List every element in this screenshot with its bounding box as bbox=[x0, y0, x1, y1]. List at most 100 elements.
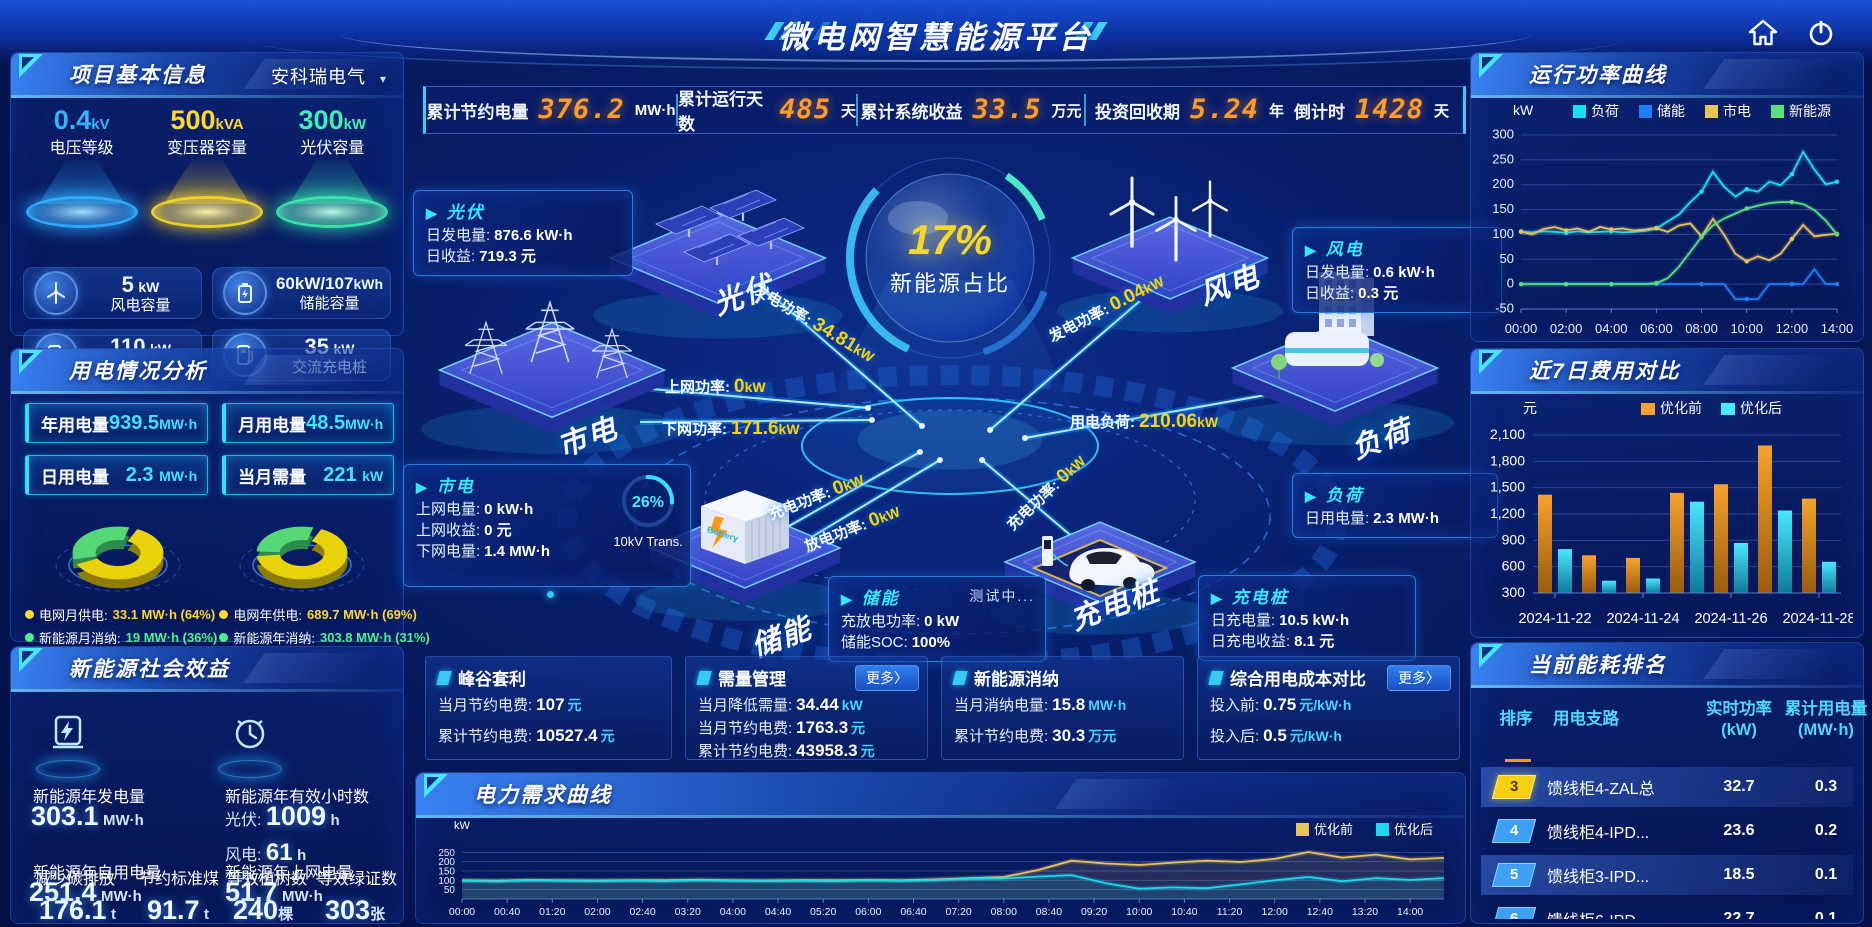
svg-text:2024-11-22: 2024-11-22 bbox=[1518, 611, 1591, 627]
svg-text:900: 900 bbox=[1502, 531, 1526, 547]
panel-power-analysis: 用电情况分析 年用电量 939.5MW·h 月用电量 48.5MW·h 日用电量 2.… bbox=[10, 348, 430, 646]
svg-text:2024-11-24: 2024-11-24 bbox=[1606, 611, 1679, 627]
panel-corner-icon bbox=[1479, 350, 1503, 374]
selfuse-label: 新能源年自用电量 bbox=[33, 865, 162, 882]
kpi-run-days: 累计运行天数 485 天 bbox=[678, 90, 858, 134]
more-button[interactable]: 更多〉 bbox=[1387, 665, 1451, 691]
svg-text:100: 100 bbox=[1492, 226, 1514, 241]
panel-demand-curve: 电力需求曲线 50 100 150 200 250 kW 00:00 00:40 01:20 02… bbox=[415, 772, 1466, 924]
legend-item: 新能源年消纳: 303.8 MW·h (31%) bbox=[219, 628, 430, 647]
svg-text:负荷: 负荷 bbox=[1591, 103, 1619, 119]
ranking-rows: 3 馈线柜4-ZAL总 32.7 0.3 4 馈线柜4-IPD... 23.6 … bbox=[1481, 767, 1853, 919]
svg-text:02:40: 02:40 bbox=[629, 906, 655, 918]
kpi-payback: 投资回收期 5.24 年 倒计时 1428 天 bbox=[1094, 94, 1450, 125]
svg-text:优化前: 优化前 bbox=[1660, 400, 1702, 416]
svg-text:05:20: 05:20 bbox=[810, 906, 836, 918]
svg-text:250: 250 bbox=[1492, 151, 1514, 166]
panel-header-project-info: 项目基本信息 安科瑞电气 ▾ bbox=[11, 53, 403, 98]
power-icon[interactable] bbox=[1804, 16, 1838, 50]
svg-text:2024-11-26: 2024-11-26 bbox=[1694, 611, 1767, 627]
svg-text:50: 50 bbox=[1500, 251, 1514, 266]
card-renewable-consumption: 新能源消纳 当月消纳电量: 15.8 MW·h 累计节约电费: 30.3 万元 bbox=[941, 656, 1184, 760]
company-selector[interactable]: 安科瑞电气 ▾ bbox=[271, 63, 387, 89]
legend-item: 电网月供电: 33.1 MW·h (64%) bbox=[25, 605, 217, 624]
benefit-cards: 峰谷套利 当月节约电费: 107 元 累计节约电费: 10527.4 元 需量管理 更多… bbox=[425, 656, 1460, 760]
card-demand-management: 需量管理 更多〉 当月降低需量: 34.44 kW 当月节约电费: 1763.3 元 累… bbox=[685, 656, 928, 760]
svg-text:11:20: 11:20 bbox=[1217, 906, 1243, 918]
info-panel-grid: ▶ 市电 上网电量: 0 kW·h 上网收益: 0 元 下网电量: 1.4 MW·h 2… bbox=[403, 464, 691, 598]
more-button[interactable]: 更多〉 bbox=[855, 665, 919, 691]
svg-text:2024-11-28: 2024-11-28 bbox=[1782, 611, 1853, 627]
panel-title: 当前能耗排名 bbox=[1529, 654, 1667, 677]
donut-legend: 电网月供电: 33.1 MW·h (64%) 电网年供电: 689.7 MW·h (… bbox=[25, 605, 430, 647]
arrow-icon: ▶ bbox=[426, 205, 439, 221]
coal-value: 91.7 t bbox=[147, 895, 210, 923]
svg-text:07:20: 07:20 bbox=[946, 906, 972, 918]
panel-header-demand-curve: 电力需求曲线 bbox=[416, 773, 1465, 818]
page-title: 微电网智慧能源平台 bbox=[778, 20, 1094, 55]
panel-header-power-analysis: 用电情况分析 bbox=[11, 349, 403, 394]
svg-text:250: 250 bbox=[438, 848, 455, 859]
arrow-icon: ▶ bbox=[416, 479, 429, 495]
scroll-indicator bbox=[1505, 759, 1531, 762]
panel-title: 用电情况分析 bbox=[69, 360, 207, 383]
svg-text:03:20: 03:20 bbox=[675, 906, 701, 918]
svg-text:01:20: 01:20 bbox=[539, 906, 565, 918]
legend-dot bbox=[25, 610, 34, 619]
panel-cost-compare: 近7日费用对比 300 600 900 1,200 1,500 1,800 2,100 元 20… bbox=[1470, 348, 1864, 638]
svg-text:1,500: 1,500 bbox=[1490, 479, 1525, 495]
svg-text:100: 100 bbox=[438, 876, 455, 887]
demand-curve-chart: 50 100 150 200 250 kW 00:00 00:40 01:20 02:00 02:4… bbox=[420, 817, 1460, 919]
glow-base bbox=[276, 196, 389, 228]
svg-text:优化前: 优化前 bbox=[1314, 822, 1353, 837]
info-panel-load: ▶ 负荷 日用电量: 2.3 MW·h bbox=[1292, 473, 1498, 538]
svg-text:300: 300 bbox=[1502, 584, 1526, 600]
svg-text:12:40: 12:40 bbox=[1307, 906, 1333, 918]
arrow-icon: ▶ bbox=[1305, 488, 1318, 504]
svg-text:04:00: 04:00 bbox=[1595, 321, 1628, 336]
kpi-total-income: 累计系统收益 33.5 万元 bbox=[858, 94, 1086, 126]
selfuse-value: 251.4 MW·h bbox=[29, 877, 142, 907]
panel-social-benefit: 新能源社会效益 新能源年发电量 303.1 MW·h 新能源年有效小时数 光伏:… bbox=[10, 646, 404, 924]
trees-value: 240棵 bbox=[233, 895, 294, 923]
svg-text:kW: kW bbox=[454, 820, 471, 832]
header-curve bbox=[250, 10, 1622, 70]
card-icon bbox=[436, 670, 452, 685]
info-panel-storage: ▶ 储能 测试中... 充放电功率: 0 kW 储能SOC: 100% bbox=[828, 576, 1046, 662]
transformer-load-gauge: 26% 10kV Trans. bbox=[610, 471, 686, 549]
header-streak bbox=[243, 355, 385, 385]
panel-corner-icon bbox=[19, 648, 43, 672]
svg-text:00:00: 00:00 bbox=[449, 906, 475, 918]
battery-icon bbox=[223, 271, 267, 315]
gauge-label: 10kV Trans. bbox=[613, 534, 683, 549]
svg-text:kW: kW bbox=[1513, 102, 1534, 118]
legend-dot bbox=[219, 633, 229, 642]
svg-text:08:00: 08:00 bbox=[991, 906, 1017, 918]
panel-corner-icon bbox=[19, 350, 43, 374]
legend-item: 电网年供电: 689.7 MW·h (69%) bbox=[219, 605, 429, 624]
svg-text:02:00: 02:00 bbox=[1550, 321, 1583, 336]
arrow-icon: ▶ bbox=[1305, 242, 1318, 258]
generation-icon bbox=[33, 713, 103, 778]
header-streak bbox=[1703, 59, 1845, 89]
header-underline bbox=[1471, 685, 1863, 688]
gen-label: 新能源年发电量 bbox=[33, 789, 146, 806]
header-streak bbox=[243, 653, 385, 683]
rank-badge: 5 bbox=[1491, 863, 1537, 887]
card-icon bbox=[696, 670, 712, 685]
svg-text:600: 600 bbox=[1502, 558, 1526, 574]
hours-wind: 风电: 61 h bbox=[225, 839, 307, 866]
rank-badge: 4 bbox=[1491, 819, 1537, 843]
gauge-ring: 26% bbox=[615, 475, 681, 537]
svg-text:150: 150 bbox=[1492, 201, 1514, 216]
home-icon[interactable] bbox=[1746, 16, 1780, 50]
table-row: 4 馈线柜4-IPD... 23.6 0.2 bbox=[1481, 811, 1853, 851]
certs-value: 303张 bbox=[325, 895, 386, 923]
stat-year-usage: 年用电量 939.5MW·h bbox=[25, 403, 209, 443]
svg-text:300: 300 bbox=[1492, 127, 1514, 142]
svg-text:09:20: 09:20 bbox=[1081, 906, 1107, 918]
svg-text:06:40: 06:40 bbox=[900, 906, 926, 918]
certs-label: 等效绿证数 bbox=[317, 871, 398, 888]
wind-turbine-icon bbox=[34, 271, 78, 315]
